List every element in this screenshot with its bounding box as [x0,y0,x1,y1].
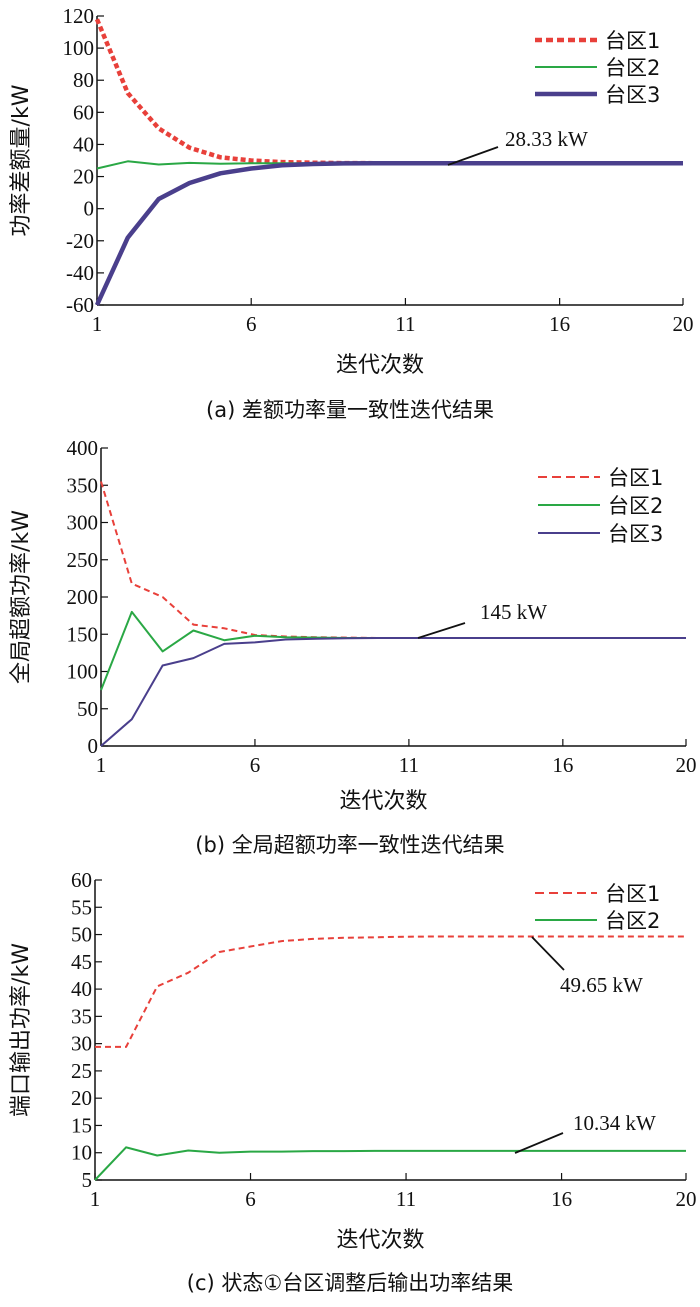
y-tick-label: 200 [67,585,99,609]
legend-label-1: 台区1 [605,882,660,906]
y-tick-label: 0 [84,197,95,221]
legend-label-1: 台区1 [605,29,660,53]
x-tick-label: 20 [676,753,697,777]
annotation-label: 28.33 kW [505,127,588,151]
y-tick-label: 80 [73,68,94,92]
y-tick-label: 50 [77,697,98,721]
x-tick-label: 16 [551,1187,572,1211]
series-line-1 [95,935,686,1048]
y-tick-label: -40 [66,261,94,285]
y-tick-label: 350 [67,473,99,497]
annotation-leader [417,622,466,639]
legend-label-2: 台区2 [605,909,660,933]
y-tick-label: -60 [66,293,94,317]
series-line-2 [94,1146,686,1181]
y-tick-label: 400 [67,436,99,460]
x-tick-label: 6 [246,312,257,336]
y-tick-label: 100 [67,660,99,684]
y-tick-label: 25 [71,1059,92,1083]
chart-caption: (a) 差额功率量一致性迭代结果 [206,398,494,422]
y-tick-label: 15 [71,1113,92,1137]
x-tick-label: 11 [395,312,415,336]
y-axis-label: 端口输出功率/kW [9,943,34,1117]
legend-label-3: 台区3 [608,522,663,546]
legend-label-3: 台区3 [605,83,660,107]
x-tick-label: 20 [676,1187,697,1211]
chart-caption: (b) 全局超额功率一致性迭代结果 [195,833,504,857]
y-tick-label: 0 [88,734,99,758]
x-tick-label: 1 [92,312,103,336]
y-tick-label: 250 [67,548,99,572]
y-tick-label: 55 [71,895,92,919]
x-axis-label: 迭代次数 [336,353,424,378]
y-tick-label: 300 [67,511,99,535]
x-tick-label: 6 [250,753,261,777]
annotation-leader [514,1132,564,1154]
y-tick-label: 45 [71,950,92,974]
x-tick-label: 20 [673,312,694,336]
y-tick-label: 40 [71,977,92,1001]
x-tick-label: 16 [552,753,573,777]
x-tick-label: 1 [90,1187,101,1211]
y-axis-label: 功率差额量/kW [9,84,34,236]
y-tick-label: 60 [71,868,92,892]
y-tick-label: 150 [67,622,99,646]
annotation-label: 145 kW [480,600,547,624]
x-tick-label: 11 [399,753,419,777]
x-tick-label: 11 [396,1187,416,1211]
series-line-2 [100,610,686,691]
x-axis-label: 迭代次数 [339,789,427,814]
series-line-3 [100,637,686,747]
x-tick-label: 1 [96,753,107,777]
legend-label-2: 台区2 [605,56,660,80]
y-tick-label: 20 [73,165,94,189]
y-tick-label: 120 [63,4,95,28]
y-tick-label: 40 [73,132,94,156]
y-tick-label: 10 [71,1141,92,1165]
chart-caption: (c) 状态①台区调整后输出功率结果 [187,1271,513,1295]
y-tick-label: 60 [73,100,94,124]
annotation-leader [447,146,499,166]
x-tick-label: 16 [549,312,570,336]
y-tick-label: 5 [82,1168,93,1192]
y-tick-label: 20 [71,1086,92,1110]
y-tick-label: 100 [63,36,95,60]
legend-label-2: 台区2 [608,494,663,518]
annotation-leader [531,936,565,971]
annotation-label: 10.34 kW [573,1111,656,1135]
series-line-3 [94,160,683,306]
x-axis-label: 迭代次数 [336,1228,424,1253]
annotation-label: 49.65 kW [560,973,643,997]
y-axis-label: 全局超额功率/kW [9,510,34,684]
x-tick-label: 6 [245,1187,256,1211]
y-tick-label: -20 [66,229,94,253]
y-tick-label: 35 [71,1004,92,1028]
y-tick-label: 50 [71,923,92,947]
y-tick-label: 30 [71,1032,92,1056]
legend-label-1: 台区1 [608,466,663,490]
